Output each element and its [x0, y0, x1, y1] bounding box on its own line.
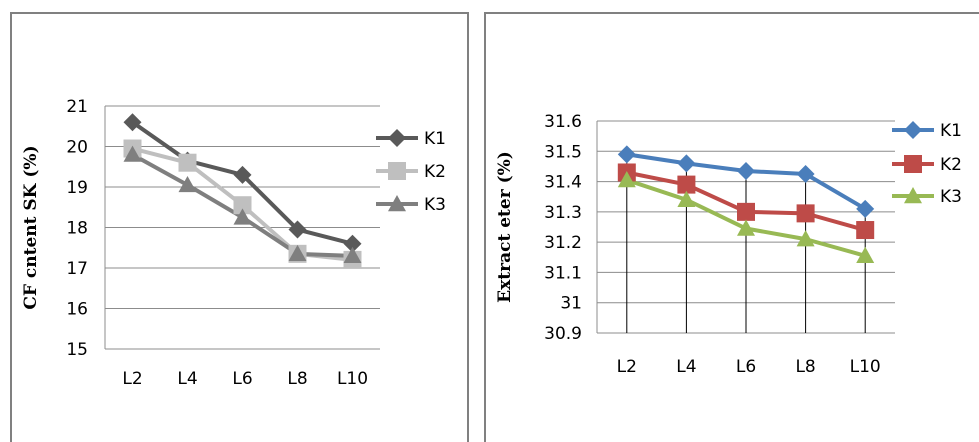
legend-marker-k2: [904, 155, 922, 173]
chart-border: [484, 12, 979, 442]
data-point-k2: [677, 175, 696, 194]
y-tick-label: 31.3: [544, 203, 582, 223]
data-point-k2: [737, 202, 755, 221]
y-axis-title: CF cntent SK (%): [21, 145, 41, 309]
data-point-k1: [856, 199, 875, 218]
legend-label-k3: K3: [940, 187, 962, 207]
data-point-k3: [343, 246, 362, 264]
y-tick-label: 30.9: [544, 324, 582, 344]
data-point-k3: [856, 246, 875, 263]
data-point-k2: [233, 196, 252, 215]
chart-cf-content: 15 16 17 18 19 20 21 L2 L4 L6 L8 L10 CF cntent SK (%…: [21, 97, 446, 389]
data-point-k2: [856, 221, 875, 240]
legend-marker-k1: [388, 129, 406, 147]
x-tick-label: L10: [850, 357, 881, 377]
chart-panel-cf-content: 15 16 17 18 19 20 21 L2 L4 L6 L8 L10 CF cntent SK (%…: [0, 0, 469, 442]
y-tick-label: 31.1: [544, 263, 582, 283]
data-point-k1: [796, 165, 815, 183]
y-tick-label: 31.2: [544, 233, 582, 253]
y-tick-label: 31.6: [544, 112, 582, 132]
data-point-k3: [123, 145, 142, 162]
y-tick-label: 31.5: [544, 142, 582, 162]
x-tick-label: L8: [287, 369, 307, 389]
y-tick-label: 31.4: [544, 173, 582, 193]
legend-marker-k1: [904, 121, 922, 139]
x-tick-label: L2: [122, 369, 142, 389]
data-point-k3: [737, 219, 755, 236]
data-point-k2: [796, 204, 815, 223]
data-point-k3: [677, 190, 696, 207]
x-tick-label: L4: [676, 357, 696, 377]
legend-label-k2: K2: [940, 155, 962, 175]
data-point-k1: [617, 145, 636, 164]
chart-border: [10, 12, 469, 442]
data-point-k1: [343, 234, 362, 253]
legend-label-k1: K1: [424, 129, 446, 149]
y-tick-label: 20: [66, 138, 88, 158]
x-tick-label: L4: [177, 369, 197, 389]
data-point-k3: [178, 175, 197, 193]
data-point-k1: [123, 113, 142, 132]
data-point-k1: [288, 220, 307, 239]
x-tick-label: L2: [617, 357, 637, 377]
legend-label-k2: K2: [424, 162, 446, 182]
data-point-k1: [737, 161, 755, 180]
y-tick-label: 18: [66, 219, 88, 239]
y-tick-label: 15: [66, 340, 88, 360]
y-tick-label: 16: [66, 300, 88, 320]
legend-marker-k3: [904, 187, 922, 204]
y-tick-label: 31: [560, 294, 582, 314]
legend-label-k3: K3: [424, 195, 446, 215]
legend-label-k1: K1: [940, 121, 962, 141]
data-point-k1: [233, 165, 252, 184]
x-tick-label: L8: [795, 357, 815, 377]
x-tick-label: L10: [337, 369, 368, 389]
data-point-k3: [288, 244, 307, 262]
data-point-k3: [233, 208, 252, 225]
legend-marker-k2: [388, 162, 406, 180]
data-point-k3: [796, 230, 815, 247]
y-axis-title: Extract eter (%): [495, 151, 515, 303]
data-point-k2: [178, 153, 197, 172]
y-tick-label: 21: [66, 97, 88, 117]
y-tick-label: 19: [66, 178, 88, 198]
y-tick-label: 17: [66, 259, 88, 279]
chart-panel-extract-eter: 30.9 31 31.1 31.2 31.3 31.4 31.5 31.6 L2 L4 L6 L8 L1…: [484, 0, 979, 442]
x-tick-label: L6: [232, 369, 252, 389]
chart-extract-eter: 30.9 31 31.1 31.2 31.3 31.4 31.5 31.6 L2 L4 L6 L8 L1…: [495, 112, 962, 377]
x-tick-label: L6: [736, 357, 756, 377]
data-point-k3: [617, 171, 636, 188]
data-point-k1: [677, 154, 696, 173]
legend-marker-k3: [388, 195, 406, 212]
